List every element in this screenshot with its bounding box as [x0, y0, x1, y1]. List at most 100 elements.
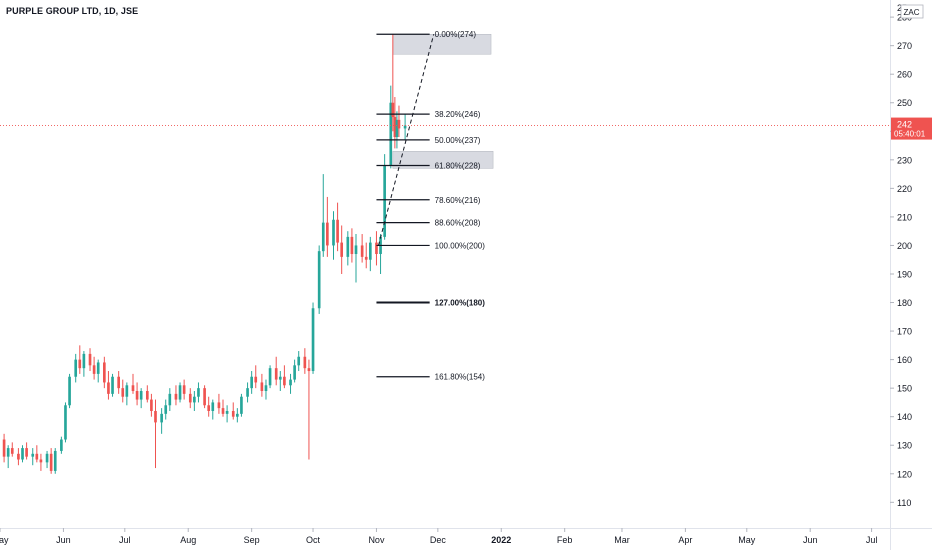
x-tick-label: Jul: [866, 535, 878, 545]
candle-body: [168, 393, 172, 406]
candle-body: [21, 448, 24, 460]
x-tick-label: Sep: [244, 535, 260, 545]
candle-body: [403, 125, 407, 129]
fib-level-label: 0.00%(274): [435, 30, 477, 39]
fib-level-label: 38.20%(246): [435, 110, 481, 119]
x-tick-label: May: [0, 535, 9, 545]
candle-body: [250, 376, 253, 389]
candle-body: [364, 256, 368, 260]
candle-body: [221, 408, 225, 414]
x-tick-label: Jun: [56, 535, 71, 545]
fib-level-label: 88.60%(208): [435, 219, 481, 228]
candle-body: [10, 448, 14, 454]
candlestick-series: [2, 34, 407, 474]
candle-body: [197, 388, 200, 397]
candle-body: [264, 385, 268, 392]
candle-body: [350, 236, 354, 255]
y-tick-label: 130: [897, 441, 912, 451]
y-tick-label: 180: [897, 298, 912, 308]
x-tick-label: Oct: [306, 535, 321, 545]
highlight-zone[interactable]: [392, 151, 494, 169]
price-badge-countdown: 05:40:01: [894, 130, 926, 139]
candle-body: [368, 242, 372, 260]
candle-body: [360, 245, 364, 257]
candle-body: [236, 413, 239, 417]
candle-body: [139, 391, 143, 400]
candle-body: [340, 242, 344, 257]
candle-body: [39, 459, 43, 463]
fib-level-label: 100.00%(200): [435, 241, 486, 250]
candle-body: [178, 385, 182, 400]
y-tick-label: 190: [897, 269, 912, 279]
candle-body: [96, 362, 100, 374]
candle-body: [121, 388, 125, 397]
currency-label: ZAC: [904, 8, 920, 17]
price-badge-box: [891, 117, 932, 140]
time-axis[interactable]: May Jun Jul Aug Sep Oct Nov Dec 2022 Feb Mar Apr May…: [0, 528, 932, 545]
candle-body: [103, 362, 106, 383]
candle-body: [78, 359, 82, 369]
candle-body: [268, 368, 272, 386]
x-tick-label: Nov: [368, 535, 385, 545]
candle-body: [35, 453, 39, 460]
x-tick-label: Mar: [614, 535, 630, 545]
candle-body: [317, 251, 321, 309]
y-tick-label: 220: [897, 184, 912, 194]
candle-body: [254, 376, 258, 383]
candle-body: [49, 453, 53, 471]
y-tick-label: 160: [897, 355, 912, 365]
x-tick-label: May: [738, 535, 756, 545]
price-axis[interactable]: 110 120 130 140 150 160 170 180 190 200 210 220 230 2…: [890, 0, 924, 550]
x-tick-label: 2022: [491, 535, 511, 545]
candle-body: [383, 165, 386, 237]
candle-body: [332, 219, 335, 246]
fib-level-label: 127.00%(180): [435, 299, 486, 308]
fib-trend-line[interactable]: [378, 34, 435, 246]
candle-body: [336, 219, 339, 243]
candle-body: [231, 410, 235, 417]
y-tick-label: 150: [897, 384, 912, 394]
candle-body: [150, 399, 153, 411]
y-tick-label: 210: [897, 212, 912, 222]
candle-body: [393, 117, 397, 137]
candle-body: [217, 402, 221, 409]
candle-body: [125, 385, 129, 397]
candle-body: [68, 376, 71, 406]
y-tick-label: 250: [897, 98, 912, 108]
candle-body: [107, 382, 110, 394]
candle-body: [111, 376, 114, 394]
candle-body: [391, 102, 395, 118]
candle-body: [17, 453, 20, 460]
candle-body: [174, 393, 178, 400]
candle-body: [321, 222, 325, 252]
y-tick-label: 230: [897, 155, 912, 165]
currency-badge[interactable]: [900, 4, 924, 19]
candle-body: [25, 448, 28, 457]
candle-body: [74, 359, 78, 377]
highlight-zones: [392, 33, 494, 169]
y-tick-label: 200: [897, 241, 912, 251]
candle-body: [60, 439, 63, 451]
candle-body: [92, 365, 96, 374]
fibonacci-retracement[interactable]: 0.00%(274) 38.20%(246) 50.00%(237) 61.80%(2…: [376, 30, 486, 382]
candle-body: [326, 222, 329, 246]
candle-body: [246, 388, 249, 397]
fib-level-label: 78.60%(216): [435, 196, 481, 205]
candle-body: [154, 410, 157, 423]
candle-body: [164, 405, 168, 414]
candle-body: [297, 356, 301, 366]
candle-body: [395, 119, 399, 137]
candle-body: [53, 450, 57, 471]
candle-body: [135, 391, 139, 400]
fib-level-label: 50.00%(237): [435, 136, 481, 145]
candle-body: [88, 353, 92, 366]
candle-body: [354, 245, 358, 255]
candle-body: [2, 439, 6, 457]
y-tick-label: 260: [897, 70, 912, 80]
candle-body: [307, 368, 311, 372]
candle-body: [375, 242, 378, 255]
candle-body: [225, 410, 229, 414]
